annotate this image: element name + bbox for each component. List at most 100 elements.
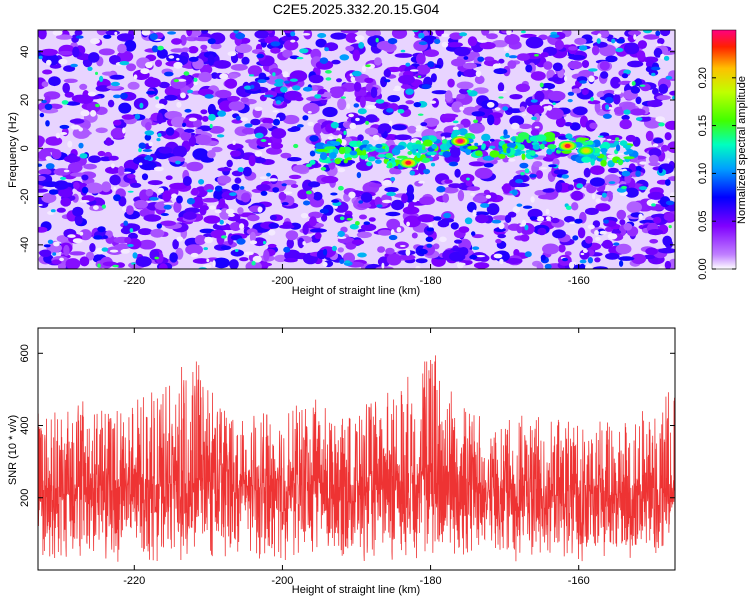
ridge-blob [394,145,405,151]
noise-blob [191,187,199,196]
low-amplitude-patch [188,117,198,122]
noise-speckle [184,108,192,113]
noise-speckle [672,95,675,100]
noise-blob [431,90,448,95]
low-amplitude-patch [209,205,216,210]
colorbar-label: Normalized spectral amplitude [736,76,748,224]
ridge-blob [506,142,517,148]
noise-speckle [167,31,177,35]
noise-blob [345,45,355,52]
low-amplitude-patch [569,221,576,225]
noise-speckle [655,30,661,36]
low-amplitude-patch [607,233,618,240]
noise-speckle [297,124,304,128]
low-amplitude-patch [498,91,507,93]
noise-speckle [576,183,584,189]
noise-blob [329,86,344,99]
low-amplitude-patch [340,139,347,146]
noise-blob [312,191,323,201]
noise-speckle [427,61,435,68]
noise-speckle [619,260,624,267]
ridge-blob [481,143,486,150]
x-tick-label: -220 [123,275,145,287]
noise-speckle [356,172,362,179]
noise-speckle [544,263,552,269]
noise-speckle [157,132,162,138]
noise-blob [383,68,391,78]
low-amplitude-patch [639,161,647,165]
low-amplitude-patch [93,205,99,211]
low-amplitude-patch [173,61,183,69]
noise-blob [624,187,639,198]
noise-blob [456,81,474,90]
noise-blob [465,180,473,187]
noise-blob [126,173,136,179]
noise-speckle [39,112,45,118]
noise-speckle [524,224,529,231]
ridge-blob [601,141,611,150]
low-amplitude-patch [53,241,60,247]
noise-speckle [302,115,309,121]
noise-blob [530,129,540,136]
noise-speckle [463,56,469,60]
noise-speckle [658,122,665,127]
low-amplitude-patch [415,265,421,269]
low-amplitude-patch [485,194,492,199]
noise-blob [241,192,251,203]
noise-blob [525,36,544,49]
noise-speckle [198,179,205,185]
noise-speckle [346,217,353,221]
noise-blob [360,192,373,203]
noise-speckle [635,165,642,172]
noise-speckle [131,262,136,265]
noise-blob [173,201,182,213]
noise-blob [51,259,62,265]
noise-speckle [567,99,573,103]
noise-blob [497,234,507,239]
low-amplitude-patch [307,111,312,114]
noise-speckle [182,122,187,128]
noise-blob [584,207,599,215]
noise-blob [271,128,287,139]
low-amplitude-patch [302,241,306,246]
low-amplitude-patch [504,46,509,52]
noise-speckle [281,183,287,187]
noise-speckle [388,234,398,241]
noise-blob [592,220,601,228]
low-amplitude-patch [122,127,126,134]
noise-speckle [358,42,365,49]
noise-speckle [459,32,468,37]
noise-blob [290,126,301,132]
noise-blob [228,101,245,111]
noise-blob [231,119,243,124]
noise-blob [391,30,408,39]
noise-blob [79,229,92,241]
x-tick-label: -180 [420,275,442,287]
noise-blob [38,30,47,40]
noise-blob [340,30,359,34]
noise-speckle [483,163,494,168]
noise-speckle [357,108,367,115]
noise-blob [504,258,523,264]
noise-speckle [339,259,345,264]
noise-speckle [409,170,416,176]
noise-blob [462,62,477,70]
noise-blob [249,231,256,243]
low-amplitude-patch [613,90,622,95]
noise-blob [227,95,240,102]
low-amplitude-patch [361,65,367,73]
noise-blob [486,33,498,40]
noise-speckle [331,245,337,252]
noise-blob [38,168,52,175]
noise-blob [63,244,70,257]
noise-blob [118,102,132,114]
low-amplitude-patch [113,186,117,191]
noise-speckle [434,38,441,45]
noise-blob [230,64,248,71]
noise-speckle [355,221,360,226]
low-amplitude-patch [283,191,293,195]
noise-speckle [127,243,134,248]
ridge-blob [325,146,337,150]
noise-speckle [520,172,525,176]
noise-blob [619,119,632,130]
